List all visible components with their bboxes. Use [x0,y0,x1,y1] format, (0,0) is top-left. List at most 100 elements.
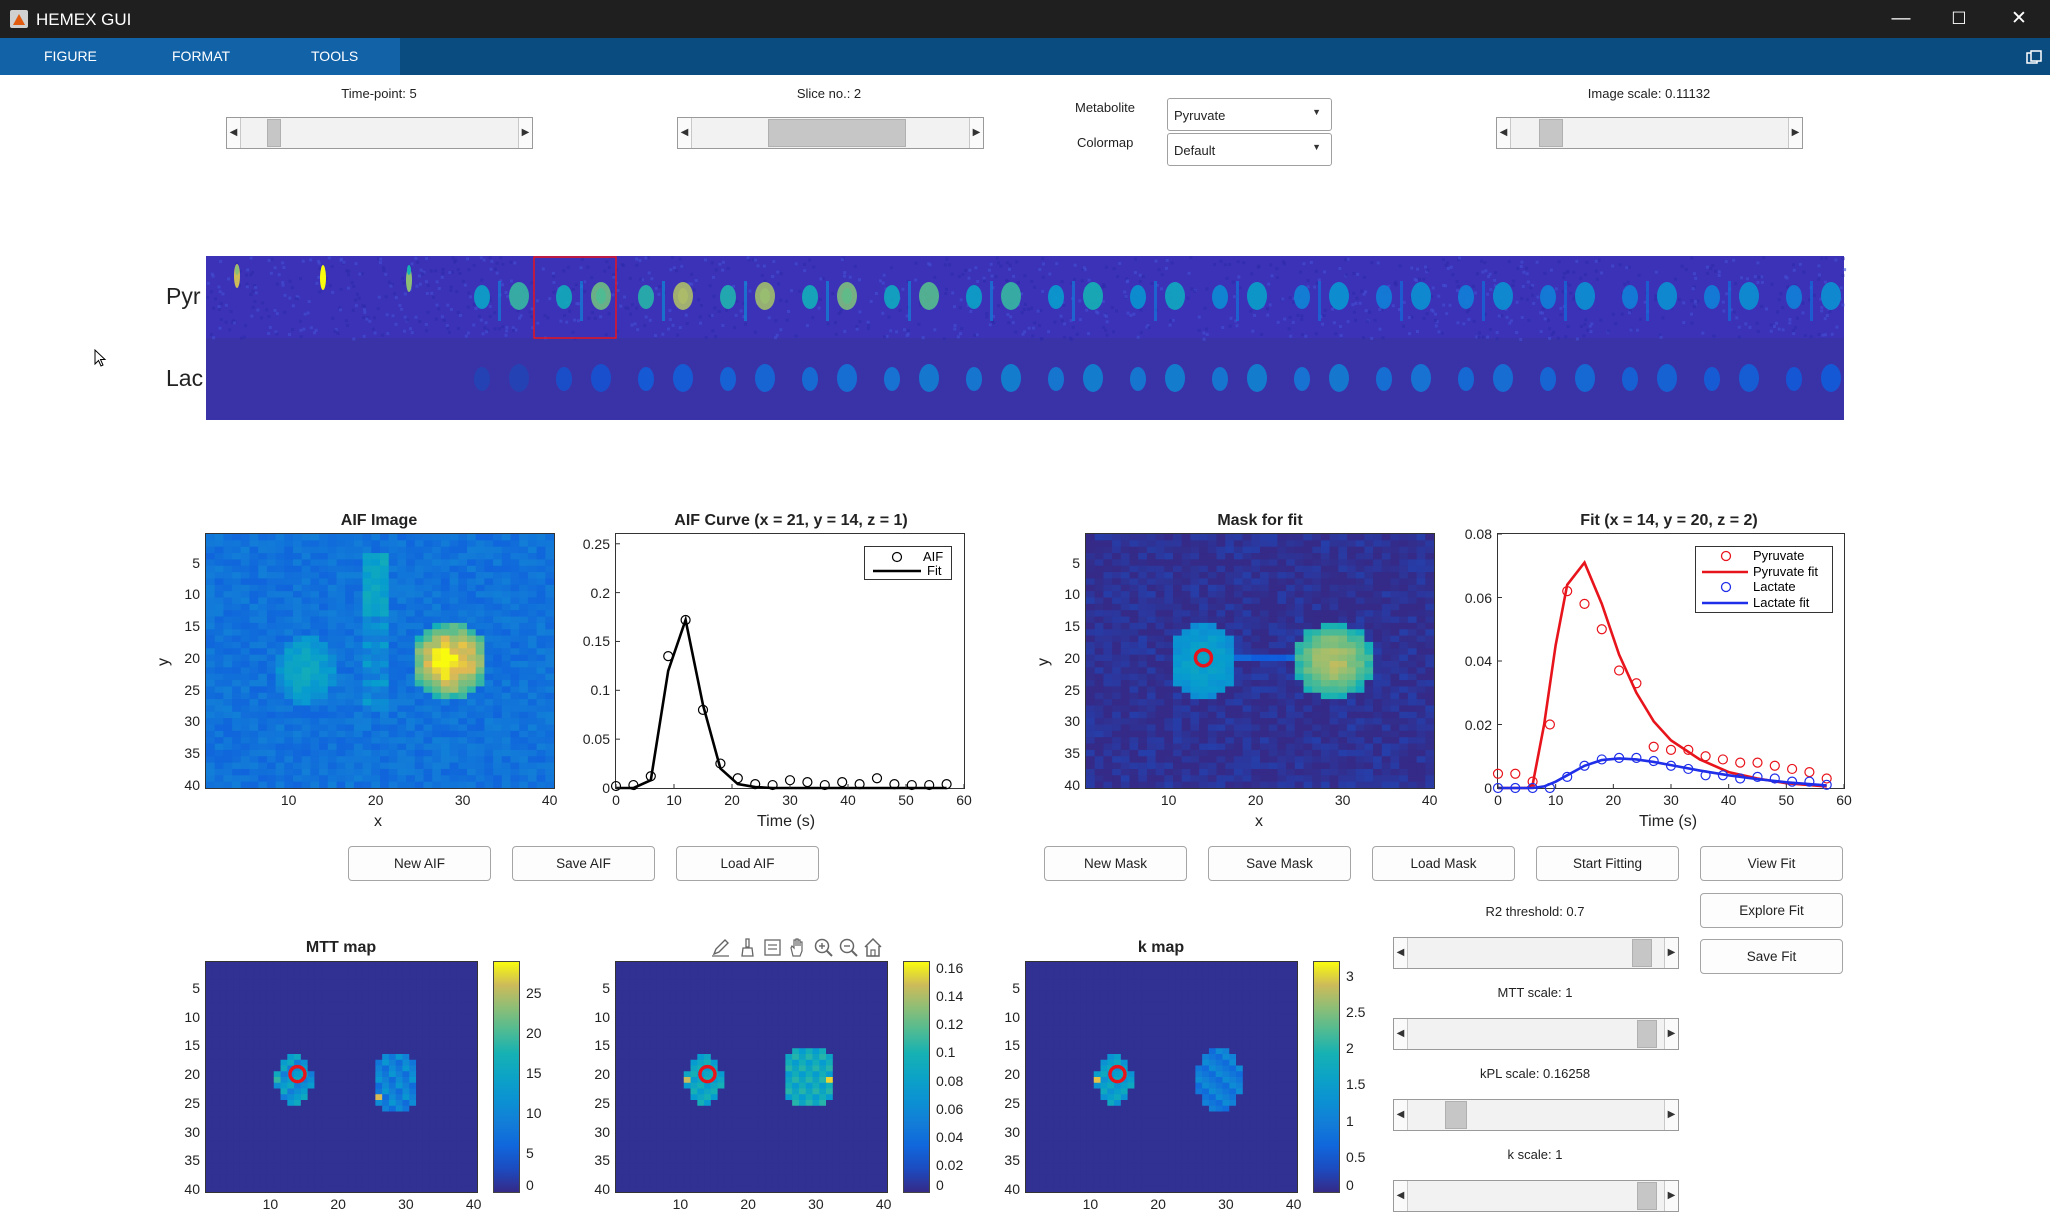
maximize-button[interactable]: ☐ [1951,9,1967,28]
slider-right-arrow-icon[interactable]: ▶ [1664,1100,1678,1130]
slider-left-arrow-icon[interactable]: ◀ [1394,1181,1408,1211]
colorbar-tick: 0 [526,1177,534,1193]
chevron-down-icon: ▼ [1312,107,1321,117]
new-aif-button[interactable]: New AIF [348,846,491,881]
load-aif-button[interactable]: Load AIF [676,846,819,881]
zoom-out-icon[interactable] [839,938,858,957]
fit-axes[interactable] [1492,533,1845,794]
menu-figure[interactable]: FIGURE [44,48,97,64]
slider-thumb[interactable] [768,119,907,147]
close-button[interactable]: ✕ [2011,8,2027,29]
slider-left-arrow-icon[interactable]: ◀ [1394,1019,1408,1049]
mask-title: Mask for fit [1217,512,1303,529]
mtt-map-axes[interactable] [205,961,478,1193]
mask-heatmap[interactable] [1086,534,1434,788]
k-colorbar[interactable] [1313,961,1340,1193]
map1-ytick: 10 [594,1008,610,1025]
mtt-map-heatmap[interactable] [206,962,477,1192]
fit-legend[interactable]: Pyruvate Pyruvate fit Lactate Lactate fi… [1695,546,1833,613]
aif-image-axes[interactable] [205,533,555,789]
slider-left-arrow-icon[interactable]: ◀ [1497,118,1511,148]
k-scale-label: k scale: 1 [1507,1147,1563,1162]
home-icon[interactable] [864,937,882,957]
pencil-icon[interactable] [712,939,729,957]
chevron-down-icon: ▼ [1312,142,1321,152]
slider-thumb[interactable] [1636,1182,1657,1210]
slider-left-arrow-icon[interactable]: ◀ [678,118,692,148]
aif-curve-plot[interactable] [610,534,965,792]
slider-right-arrow-icon[interactable]: ▶ [1664,938,1678,968]
aif-image-xtick: 30 [454,792,471,808]
slider-left-arrow-icon[interactable]: ◀ [1394,938,1408,968]
mtt-colorbar[interactable] [493,961,520,1193]
new-mask-button[interactable]: New Mask [1044,846,1187,881]
series-point-0 [1804,767,1815,778]
kpl-scale-slider[interactable]: ◀ ▶ [1393,1099,1679,1131]
chart-xtick: 10 [1547,792,1564,808]
slice-slider[interactable]: ◀ ▶ [677,117,984,149]
image-scale-slider[interactable]: ◀ ▶ [1496,117,1803,149]
series-point-2 [1769,773,1780,784]
legend-label-fit: Fit [927,563,942,578]
kpl-colorbar[interactable] [903,961,930,1193]
mtt-scale-slider[interactable]: ◀ ▶ [1393,1018,1679,1050]
save-mask-button[interactable]: Save Mask [1208,846,1351,881]
view-fit-button[interactable]: View Fit [1700,846,1843,881]
slider-right-arrow-icon[interactable]: ▶ [969,118,983,148]
k-scale-slider[interactable]: ◀ ▶ [1393,1180,1679,1212]
series-point-0 [1787,763,1798,775]
start-fitting-button[interactable]: Start Fitting [1536,846,1679,881]
slider-thumb[interactable] [267,119,282,147]
explore-fit-button[interactable]: Explore Fit [1700,893,1843,928]
mask-ytick: 30 [1064,713,1080,730]
image-strip[interactable] [206,256,1847,420]
slider-right-arrow-icon[interactable]: ▶ [518,118,532,148]
undock-icon[interactable] [2026,50,2042,66]
metabolite-dropdown[interactable]: Pyruvate ▼ [1167,98,1332,131]
zoom-in-icon[interactable] [814,938,833,957]
series-point-0 [750,778,761,790]
brush-icon[interactable] [741,938,754,957]
slider-right-arrow-icon[interactable]: ▶ [1788,118,1802,148]
chart-ytick: 0 [1484,780,1492,796]
series-point-0 [1752,757,1763,768]
slider-thumb[interactable] [1445,1101,1468,1129]
slider-right-arrow-icon[interactable]: ▶ [1664,1019,1678,1049]
kpl-map-axes[interactable] [615,961,888,1193]
aif-curve-axes[interactable] [610,533,965,792]
colorbar-tick: 15 [526,1065,542,1081]
aif-image-ytick: 15 [184,618,200,635]
slider-thumb[interactable] [1636,1020,1657,1048]
fit-plot[interactable] [1492,533,1845,794]
k-map-axes[interactable] [1025,961,1298,1193]
slider-thumb[interactable] [1632,939,1653,967]
menu-tools[interactable]: TOOLS [311,48,359,64]
colorbar-tick: 0.5 [1346,1148,1366,1165]
mask-axes[interactable] [1085,533,1435,789]
aif-legend[interactable]: AIF Fit [864,546,952,580]
save-fit-button[interactable]: Save Fit [1700,939,1843,974]
datatip-icon[interactable] [764,939,781,956]
save-aif-button[interactable]: Save AIF [512,846,655,881]
colormap-dropdown[interactable]: Default ▼ [1167,133,1332,166]
map1-ytick: 35 [594,1152,610,1169]
pan-icon[interactable] [790,938,803,957]
menu-format[interactable]: FORMAT [172,48,231,64]
map2-ytick: 25 [1004,1094,1020,1111]
strip-row-label-pyr: Pyr [166,283,201,309]
slider-left-arrow-icon[interactable]: ◀ [1394,1100,1408,1130]
load-mask-button[interactable]: Load Mask [1372,846,1515,881]
aif-image-heatmap[interactable] [206,534,554,788]
menu-bar: FIGURE FORMAT TOOLS [0,38,2050,75]
k-map-heatmap[interactable] [1026,962,1297,1192]
slider-right-arrow-icon[interactable]: ▶ [1664,1181,1678,1211]
r2-threshold-slider[interactable]: ◀ ▶ [1393,937,1679,969]
slider-left-arrow-icon[interactable]: ◀ [227,118,241,148]
series-point-0 [1769,760,1780,771]
map0-xtick: 30 [398,1196,414,1212]
timepoint-slider[interactable]: ◀ ▶ [226,117,533,149]
minimize-button[interactable]: — [1891,8,1911,29]
legend-label-lactate-fit: Lactate fit [1753,595,1810,610]
slider-thumb[interactable] [1538,119,1563,147]
kpl-map-heatmap[interactable] [616,962,887,1192]
